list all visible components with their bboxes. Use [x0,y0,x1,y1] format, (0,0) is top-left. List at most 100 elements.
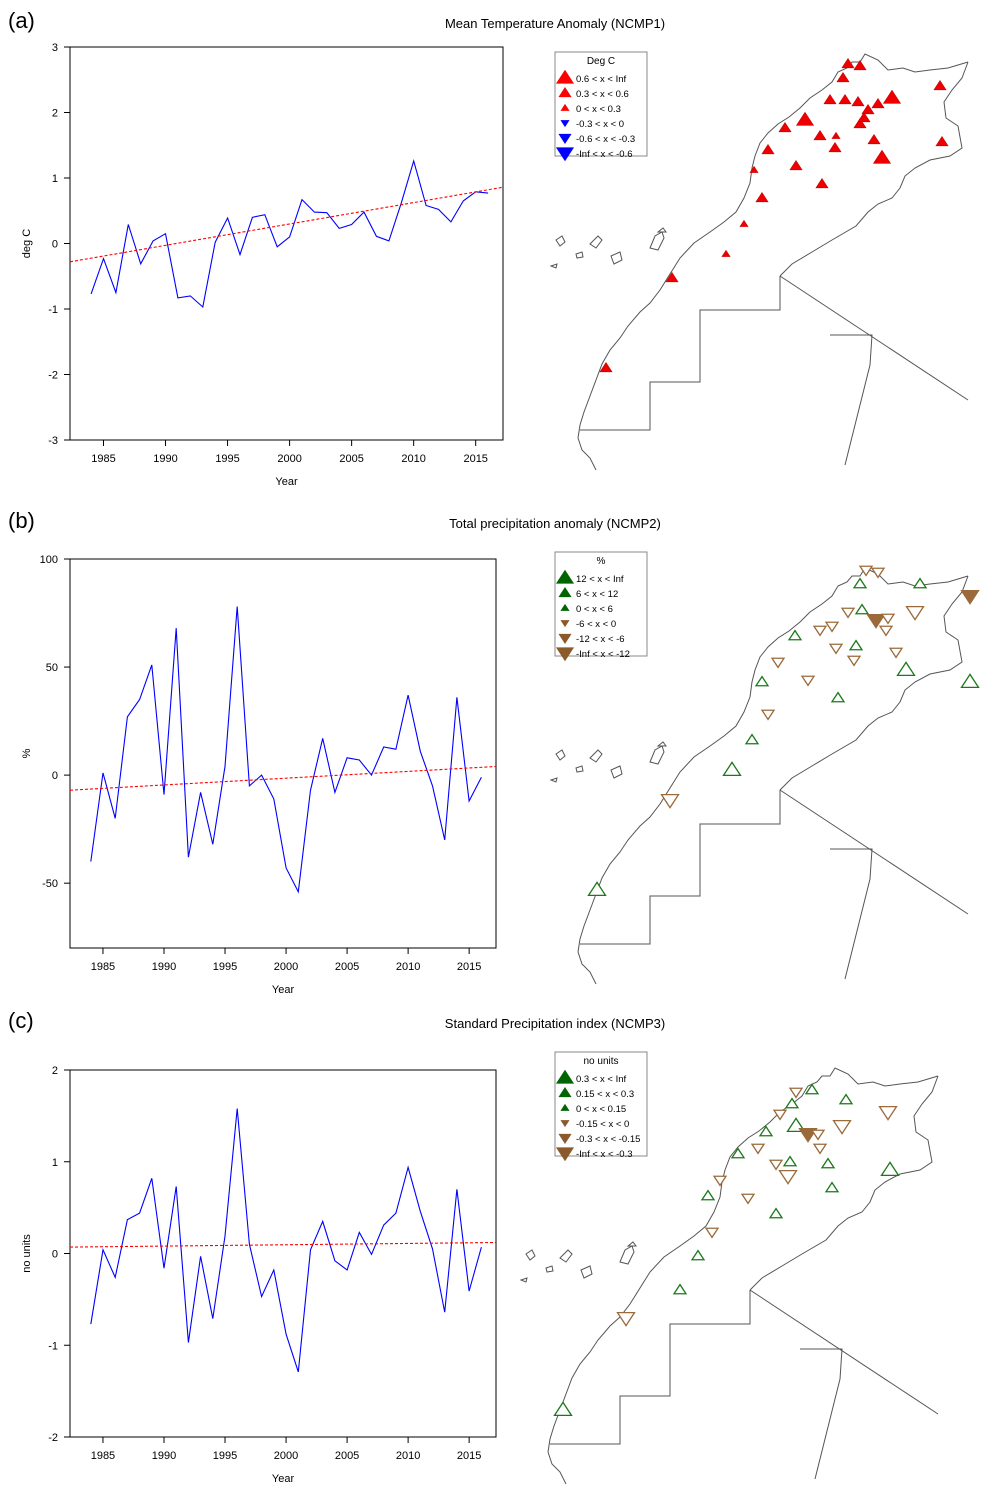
station-marker [896,661,916,677]
legend-label: 0 < x < 0.3 [576,104,621,115]
station-marker [616,1311,636,1327]
island [549,263,558,269]
chart-title: Mean Temperature Anomaly (NCMP1) [444,16,666,31]
triangle-down-icon [555,147,575,162]
island [549,777,558,783]
coastline [577,53,969,439]
border-line [580,276,781,431]
station-marker [789,160,803,171]
station-marker [878,1105,898,1121]
island [610,251,623,265]
x-tick-label: 2010 [396,961,420,973]
plot-frame [69,558,497,949]
station-marker [787,629,803,641]
station-marker [861,104,875,115]
station-marker [768,1207,784,1219]
station-marker [933,80,947,91]
legend-box [554,51,648,157]
station-marker [872,149,892,164]
station-marker [740,1193,756,1205]
panel-a: (a) Mean Temperature Anomaly (NCMP1) 198… [0,0,1005,500]
triangle-down-icon [558,633,572,644]
island [555,235,566,247]
border-line [779,275,969,401]
border-line [779,575,969,791]
station-marker [878,625,894,637]
triangle-up-icon [560,603,570,611]
station-marker [888,647,904,659]
trend-line [69,1241,497,1248]
station-marker [848,639,864,651]
station-marker [836,72,850,83]
island [559,1249,573,1263]
triangle-down-icon [560,1120,570,1128]
line-chart: 1985 1990 1995 2000 2005 2010 2015 -3 -2 -1 0 1 2 3 Ye… [21,42,504,488]
triangle-down-icon [560,620,570,628]
y-tick-label: -2 [48,1432,58,1444]
x-tick-label: 2015 [457,1450,481,1462]
station-marker [871,98,885,109]
map-group [549,53,969,471]
legend-label: -0.15 < x < 0 [576,1119,629,1130]
station-marker [599,362,613,373]
station-marker [838,94,852,105]
y-tick-label: -50 [42,878,58,890]
station-marker [778,122,792,133]
island [649,231,665,251]
panel-c: (c) Standard Precipitation index (NCMP3)… [0,1000,1005,1499]
legend-title: % [597,556,606,567]
x-tick-label: 1995 [215,453,239,465]
station-marker [812,625,828,637]
x-tick-label: 2010 [401,453,425,465]
triangle-up-icon [560,103,570,111]
station-marker [721,249,731,257]
legend-title: no units [583,1056,618,1067]
station-marker [758,1125,774,1137]
station-marker [813,130,827,141]
legend-label: -Inf < x < -0.6 [576,149,633,160]
island [589,235,603,249]
legend-label: -0.3 < x < -0.15 [576,1134,640,1145]
station-marker [722,761,742,777]
triangle-up-icon [555,569,575,584]
y-tick-label: -1 [48,1340,58,1352]
triangle-up-icon [555,1069,575,1084]
border-line [749,1289,939,1415]
station-marker [712,1175,728,1187]
station-marker [852,577,868,589]
island [575,251,584,259]
map-legend: Deg C 0.6 < x < Inf 0.3 < x < 0.6 0 < x < 0… [554,51,648,162]
legend-label: 0.3 < x < Inf [576,1074,627,1085]
station-marker [851,96,865,107]
legend-box [554,551,648,657]
y-axis-label: deg C [21,229,33,258]
station-marker [880,613,896,625]
station-marker [823,94,837,105]
series-line [90,606,482,894]
x-tick-label: 2000 [274,961,298,973]
legend-title: Deg C [587,56,615,67]
station-marker [866,613,886,629]
y-tick-label: 1 [52,1157,58,1169]
y-tick-label: -3 [48,435,58,447]
legend-label: 0.6 < x < Inf [576,74,627,85]
station-marker [804,1083,820,1095]
island [580,1265,593,1279]
station-marker [846,655,862,667]
station-marker [665,272,679,283]
triangle-down-icon [555,1147,575,1162]
x-tick-label: 1995 [213,961,237,973]
triangle-down-icon [558,133,572,144]
panel-label: (c) [8,1008,34,1033]
x-tick-label: 2010 [396,1450,420,1462]
station-marker [838,1093,854,1105]
island [656,741,667,747]
y-tick-label: -1 [48,304,58,316]
line-chart: 1985 1990 1995 2000 2005 2010 2015 -2 -1 0 1 2 Year n… [21,1065,497,1485]
panel-b: (b) Total precipitation anomaly (NCMP2) … [0,500,1005,1000]
station-marker [841,58,855,69]
border-line [800,1348,843,1480]
x-tick-label: 1990 [152,961,176,973]
station-marker [960,673,980,689]
station-marker [770,657,786,669]
